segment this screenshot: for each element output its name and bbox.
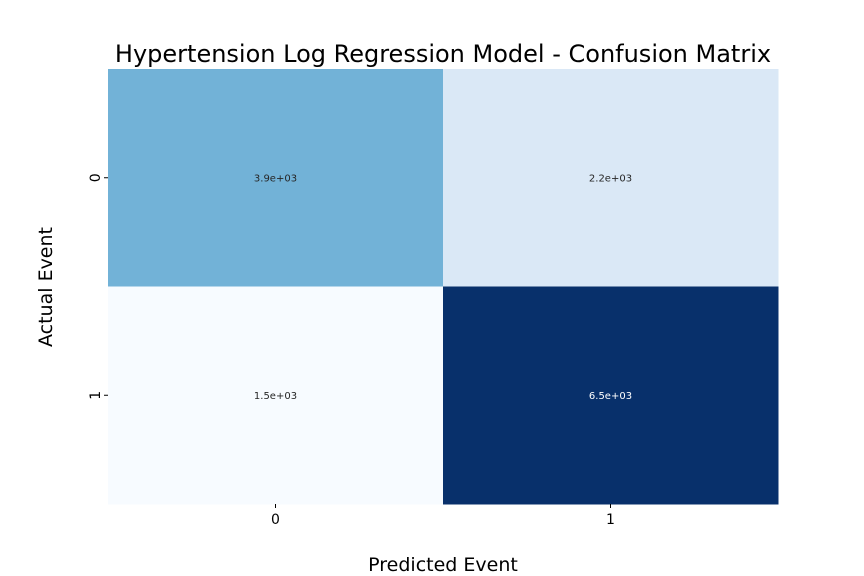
heatmap-cell-1-0 <box>108 286 444 505</box>
cell-annotation-0-0: 3.9e+03 <box>254 173 297 184</box>
y-axis-ticks: 01 <box>88 173 108 400</box>
y-tick-label-0: 0 <box>88 173 104 182</box>
cell-annotation-1-0: 1.5e+03 <box>254 391 297 402</box>
y-tick-label-1: 1 <box>88 391 104 400</box>
heatmap-cells <box>108 69 779 505</box>
heatmap-cell-0-1 <box>443 69 779 287</box>
cell-annotation-0-1: 2.2e+03 <box>589 173 632 184</box>
x-axis-label: Predicted Event <box>368 554 518 576</box>
chart-title: Hypertension Log Regression Model - Conf… <box>115 40 771 68</box>
x-tick-label-0: 0 <box>271 512 280 528</box>
heatmap-cell-1-1 <box>443 286 779 505</box>
heatmap-cell-0-0 <box>108 69 444 287</box>
cell-annotations: 3.9e+03 2.2e+03 1.5e+03 6.5e+03 <box>254 173 632 402</box>
cell-annotation-1-1: 6.5e+03 <box>589 391 632 402</box>
x-tick-label-1: 1 <box>606 512 615 528</box>
y-axis-label: Actual Event <box>35 227 57 347</box>
